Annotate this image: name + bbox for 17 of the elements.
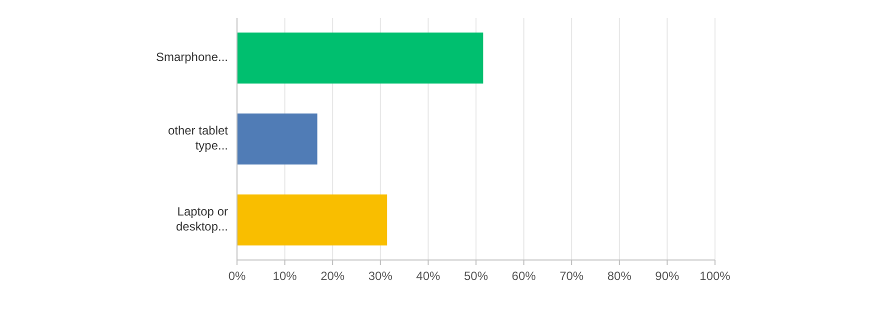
x-tick-label: 40% (416, 269, 441, 283)
bar (237, 194, 388, 246)
y-tick-label: other tablet type... (168, 124, 229, 153)
x-tick-label: 100% (700, 269, 731, 283)
y-tick-label: Smarphone... (156, 50, 228, 64)
bar (237, 114, 318, 164)
x-tick-label: 70% (560, 269, 584, 283)
bar (237, 32, 484, 84)
x-tick-label: 20% (320, 269, 345, 283)
x-tick-label: 10% (272, 269, 298, 283)
x-tick-label: 50% (464, 269, 488, 283)
x-tick-label: 0% (228, 269, 246, 283)
x-tick-label: 30% (368, 269, 393, 283)
y-tick-label: Laptop or desktop... (176, 204, 228, 234)
x-tick-label: 90% (655, 269, 680, 283)
x-tick-label: 60% (512, 269, 536, 283)
x-tick-label: 80% (607, 269, 632, 283)
